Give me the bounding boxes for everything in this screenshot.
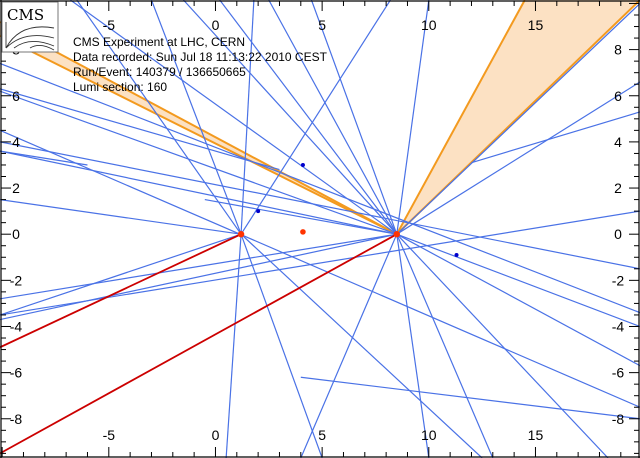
x-tick-label-bottom: 5 xyxy=(318,427,326,443)
secondary-vertex-2 xyxy=(454,252,459,257)
track-24 xyxy=(240,233,323,458)
jet-layer xyxy=(0,0,640,236)
track-11 xyxy=(396,233,640,367)
muon-track-1 xyxy=(0,233,398,455)
primary-vertex-0 xyxy=(237,230,245,238)
track-7 xyxy=(396,0,430,235)
track-23 xyxy=(240,0,255,235)
x-tick-label-top: 15 xyxy=(528,17,544,33)
jet-edge-1-0 xyxy=(395,0,526,235)
secondary-vertex-0 xyxy=(256,209,261,214)
track-0 xyxy=(0,150,397,235)
x-tick-label-top: -5 xyxy=(103,17,116,33)
event-info-date: Data recorded: Sun Jul 18 11:13:22 2010 … xyxy=(73,50,328,64)
y-tick-label-right: 0 xyxy=(614,226,622,242)
track-4 xyxy=(219,0,398,235)
y-tick-label-right: -4 xyxy=(612,318,625,334)
y-tick-label-left: -6 xyxy=(10,365,23,381)
y-tick-label-right: -8 xyxy=(612,411,625,427)
track-13 xyxy=(396,233,494,458)
cms-logo-swirl xyxy=(5,22,55,51)
event-info-lumi: Lumi section: 160 xyxy=(73,80,167,94)
muon-track-0 xyxy=(0,233,242,349)
track-25 xyxy=(225,234,242,458)
track-8 xyxy=(396,81,640,235)
y-tick-label-left: 4 xyxy=(12,134,20,150)
event-info-run-event: Run/Event: 140379 / 136650665 xyxy=(73,65,246,79)
track-34 xyxy=(0,150,88,166)
track-19 xyxy=(0,198,242,235)
beamspot-marker xyxy=(300,229,306,235)
track-3 xyxy=(183,0,398,235)
track-21 xyxy=(76,0,242,235)
event-info-experiment: CMS Experiment at LHC, CERN xyxy=(73,35,245,49)
track-17 xyxy=(0,233,397,321)
x-tick-label-bottom: -5 xyxy=(103,427,116,443)
y-tick-label-left: -8 xyxy=(10,411,23,427)
track-29 xyxy=(0,141,640,270)
x-tick-label-top: 5 xyxy=(318,17,326,33)
track-6 xyxy=(310,0,398,235)
y-tick-label-left: 0 xyxy=(12,226,20,242)
track-18 xyxy=(204,198,397,235)
track-5 xyxy=(268,0,398,235)
track-9 xyxy=(396,3,640,235)
track-10 xyxy=(396,233,640,328)
y-tick-label-left: -4 xyxy=(10,318,23,334)
track-16 xyxy=(0,233,397,300)
track-36 xyxy=(471,111,640,164)
y-tick-label-left: 2 xyxy=(12,180,20,196)
primary-vertex-1 xyxy=(393,230,400,238)
jet-edge-0-1 xyxy=(0,34,398,236)
track-35 xyxy=(0,88,280,171)
y-tick-label-right: 4 xyxy=(614,134,622,150)
y-tick-label-right: 2 xyxy=(614,180,622,196)
x-tick-label-bottom: 15 xyxy=(528,427,544,443)
cms-logo: CMS xyxy=(1,1,59,53)
y-tick-label-right: -6 xyxy=(612,365,625,381)
track-15 xyxy=(300,233,398,458)
track-30 xyxy=(0,62,640,314)
x-tick-label-top: 10 xyxy=(421,17,437,33)
track-14 xyxy=(396,234,430,458)
event-info: CMS Experiment at LHC, CERN Data recorde… xyxy=(73,35,328,94)
muon-layer xyxy=(0,233,398,455)
track-12 xyxy=(396,233,609,458)
y-tick-label-left: -2 xyxy=(10,272,23,288)
track-28 xyxy=(0,129,640,408)
x-tick-label-bottom: 0 xyxy=(212,427,220,443)
track-26 xyxy=(240,233,483,458)
track-22 xyxy=(150,0,242,235)
x-tick-label-top: 0 xyxy=(212,17,220,33)
secondary-vertex-1 xyxy=(300,162,305,167)
track-32 xyxy=(300,376,640,420)
y-tick-label-right: 6 xyxy=(614,88,622,104)
jet-edge-0-0 xyxy=(0,21,398,236)
x-tick-label-bottom: 10 xyxy=(421,427,437,443)
track-2 xyxy=(70,0,398,235)
cms-logo-text: CMS xyxy=(7,6,44,24)
y-tick-label-right: -2 xyxy=(612,272,625,288)
track-20 xyxy=(0,233,242,316)
track-1 xyxy=(0,90,398,235)
vertex-layer xyxy=(237,162,459,257)
y-tick-label-left: 6 xyxy=(12,88,20,104)
y-tick-label-right: 8 xyxy=(614,42,622,58)
